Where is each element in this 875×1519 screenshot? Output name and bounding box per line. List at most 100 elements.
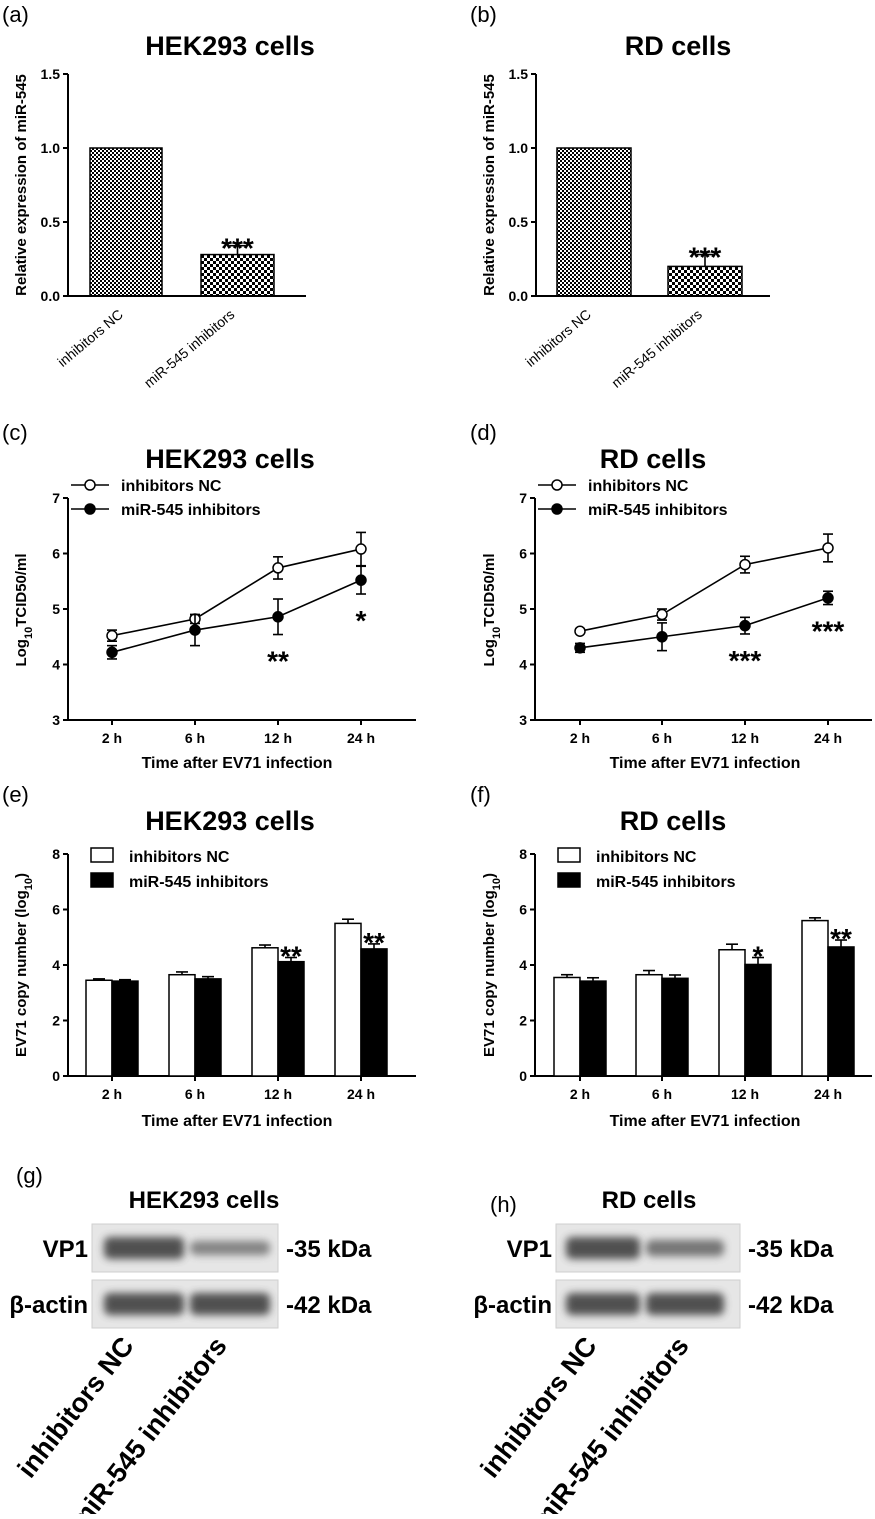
y-tick-label: 5	[52, 601, 60, 617]
y-tick-label: 7	[52, 490, 60, 506]
y-tick-label: 0	[52, 1068, 60, 1084]
legend-marker	[84, 503, 96, 515]
series-line	[111, 579, 362, 654]
chart-panel-d: (d) RD cells Log10TCID50/ml 3 4 5 6 7 2 h 6 h 12 h…	[470, 420, 872, 772]
x-tick-label: 12 h	[731, 730, 759, 746]
x-category-label: miR-545 inhibitors	[608, 306, 705, 391]
y-tick-label: 2	[52, 1013, 60, 1029]
x-tick-label: 12 h	[264, 1086, 292, 1102]
panel-letter: (c)	[2, 420, 28, 445]
chart-title: HEK293 cells	[145, 31, 315, 61]
bar	[360, 948, 388, 1077]
data-point	[106, 646, 118, 659]
blot-row-label: VP1	[507, 1236, 552, 1263]
y-axis-title-rest: TCID50/ml	[481, 553, 498, 626]
y-axis-title: Log10TCID50/ml	[481, 553, 503, 666]
blot-band	[104, 1293, 184, 1315]
x-axis-title: Time after EV71 infection	[142, 1113, 333, 1130]
x-tick-label: 2 h	[570, 730, 590, 746]
y-tick-label: 7	[519, 490, 527, 506]
bar	[827, 946, 855, 1077]
blot-band	[566, 1293, 640, 1315]
y-axis-title-subscript: 10	[491, 627, 503, 639]
series-line	[111, 548, 362, 637]
significance-label: *	[753, 941, 764, 972]
y-axis-title: Log10TCID50/ml	[13, 553, 35, 666]
significance-label: ***	[812, 616, 845, 647]
series-line	[579, 597, 829, 649]
bar	[744, 963, 772, 1077]
blot-size-label: -42 kDa	[286, 1292, 372, 1319]
y-tick-label: 0.5	[41, 214, 61, 230]
y-axis-title-subscript: 10	[23, 878, 35, 890]
chart-title: RD cells	[625, 31, 732, 61]
blot-size-label: -35 kDa	[286, 1236, 372, 1263]
y-tick-label: 1.0	[41, 140, 61, 156]
x-axis-title: Time after EV71 infection	[610, 1113, 801, 1130]
y-tick-label: 0	[519, 1068, 527, 1084]
panel-letter: (e)	[2, 782, 29, 807]
chart-panel-c: (c) HEK293 cells Log10TCID50/ml 3 4 5 6 7 2 h 6 h…	[2, 420, 416, 772]
y-tick-label: 0.0	[41, 288, 61, 304]
data-point	[822, 592, 834, 604]
bar	[89, 147, 163, 297]
blot-band	[566, 1237, 640, 1259]
legend-marker	[84, 479, 96, 491]
panel-letter: (g)	[16, 1163, 43, 1188]
blot-row-label: VP1	[43, 1236, 88, 1263]
y-tick-label: 6	[519, 546, 527, 562]
legend-swatch	[557, 847, 581, 863]
legend-label: inhibitors NC	[588, 478, 689, 495]
y-axis-title-main: Log	[481, 639, 498, 667]
blot-band	[190, 1240, 270, 1256]
y-tick-label: 6	[52, 902, 60, 918]
data-point	[189, 624, 201, 636]
x-tick-label: 2 h	[102, 1086, 122, 1102]
bar	[801, 919, 829, 1077]
y-tick-label: 6	[519, 902, 527, 918]
y-axis-title-rest: )	[481, 873, 498, 878]
data-point	[739, 619, 751, 632]
bar	[85, 979, 113, 1077]
legend-label: miR-545 inhibitors	[588, 502, 728, 519]
x-tick-label: 2 h	[570, 1086, 590, 1102]
blot-title: RD cells	[602, 1187, 697, 1214]
series-line	[579, 547, 829, 632]
significance-label: ***	[221, 233, 254, 264]
y-axis-title-subscript: 10	[491, 878, 503, 890]
y-tick-label: 8	[52, 846, 60, 862]
blot-band	[190, 1293, 270, 1315]
legend-marker	[551, 479, 563, 491]
blot-row-label: β-actin	[9, 1292, 88, 1319]
chart-panel-a: (a) HEK293 cells Relative expression of mi…	[2, 2, 315, 391]
x-tick-label: 24 h	[814, 1086, 842, 1102]
y-axis-title-main: EV71 copy number (log	[481, 890, 498, 1057]
bar	[553, 976, 581, 1077]
legend-marker	[551, 503, 563, 515]
bar	[718, 948, 746, 1077]
y-axis-title-rest: TCID50/ml	[13, 553, 30, 626]
x-tick-label: 24 h	[347, 1086, 375, 1102]
legend-label: inhibitors NC	[596, 849, 697, 866]
legend-swatch	[90, 847, 114, 863]
y-axis-title-main: Log	[13, 639, 30, 667]
data-point	[272, 562, 284, 574]
x-tick-label: 6 h	[652, 730, 672, 746]
bar	[200, 253, 275, 297]
data-point	[355, 574, 367, 586]
y-tick-label: 8	[519, 846, 527, 862]
significance-label: **	[267, 646, 289, 677]
panel-letter: (h)	[490, 1192, 517, 1217]
chart-title: HEK293 cells	[145, 806, 315, 836]
y-tick-label: 2	[519, 1013, 527, 1029]
y-tick-label: 4	[52, 657, 60, 673]
bar	[168, 973, 196, 1077]
bar	[277, 960, 305, 1077]
panel-letter: (f)	[470, 782, 491, 807]
x-tick-label: 12 h	[731, 1086, 759, 1102]
chart-panel-e: (e) HEK293 cells EV71 copy number (log10) 0…	[2, 782, 416, 1130]
y-tick-label: 4	[519, 657, 527, 673]
bar	[579, 980, 607, 1077]
